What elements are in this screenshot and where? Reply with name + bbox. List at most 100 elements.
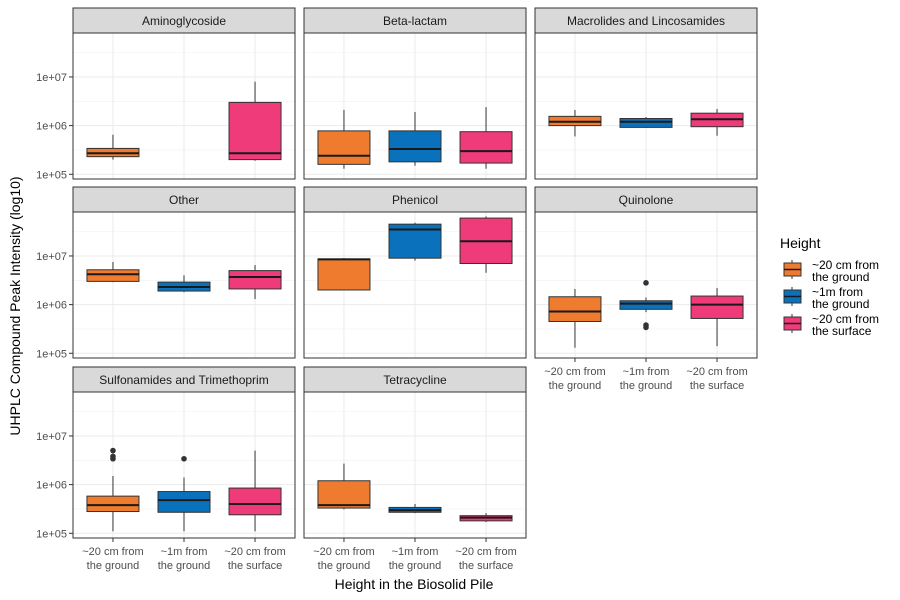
box-iqr	[157, 491, 211, 513]
box-iqr	[317, 480, 371, 509]
box-iqr	[228, 101, 282, 161]
y-axis-tick-label: 1e+05	[36, 348, 67, 360]
box-iqr	[317, 258, 371, 291]
y-axis-title: UHPLC Compound Peak Intensity (log10)	[7, 176, 23, 435]
facet-strip-label: Quinolone	[619, 193, 674, 207]
box-0	[86, 447, 140, 532]
box-0	[317, 258, 371, 291]
box-iqr	[228, 487, 282, 516]
box-iqr	[86, 269, 140, 282]
facet-strip-label: Macrolides and Lincosamides	[567, 14, 725, 28]
legend-item-2: ~20 cm from the surface	[783, 312, 879, 338]
panel-border	[303, 211, 527, 359]
facet-strip	[534, 186, 758, 213]
x-axis-tick-label: ~20 cm from the ground	[544, 366, 605, 392]
facet-strip	[534, 7, 758, 34]
y-axis-tick-label: 1e+07	[36, 251, 67, 263]
facet-strip	[303, 7, 527, 34]
x-axis-tick-label: ~20 cm from the ground	[313, 546, 374, 572]
facet-strip	[303, 366, 527, 393]
y-axis-tick-label: 1e+07	[36, 72, 67, 84]
facet-panel-macrolides-and-lincosamides: Macrolides and Lincosamides	[534, 7, 758, 180]
x-axis-title: Height in the Biosolid Pile	[335, 576, 494, 592]
box-1	[619, 117, 673, 128]
box-1	[388, 222, 442, 261]
box-0	[317, 109, 371, 169]
facet-strip-label: Phenicol	[392, 193, 438, 207]
box-0	[548, 288, 602, 348]
x-axis-tick-label: ~20 cm from the surface	[686, 366, 747, 392]
y-axis-tick-label: 1e+07	[36, 431, 67, 443]
box-iqr	[619, 118, 673, 128]
box-0	[317, 463, 371, 510]
axes-layer: 1e+05 1e+06 1e+07 1e+05 1e+06 1e+07 ~20 cm fro…	[36, 72, 748, 572]
box-2	[690, 108, 744, 136]
box-2	[228, 450, 282, 532]
y-axis-tick-label: 1e+06	[36, 480, 67, 492]
x-axis-tick-label: ~20 cm from the surface	[455, 546, 516, 572]
facet-strip-label: Aminoglycoside	[142, 14, 226, 28]
box-1	[388, 112, 442, 166]
panel-border	[303, 32, 527, 180]
facet-panel-sulfonamides-and-trimethoprim: Sulfonamides and Trimethoprim	[72, 366, 296, 539]
facet-panel-quinolone: Quinolone	[534, 186, 758, 359]
facet-strip-label: Sulfonamides and Trimethoprim	[99, 373, 268, 387]
outlier-point	[110, 447, 116, 454]
legend-label: ~20 cm from the surface	[812, 312, 879, 338]
x-axis-tick-label: ~1m from the ground	[620, 366, 673, 392]
legend-label: ~1m from the ground	[812, 285, 869, 311]
box-iqr	[388, 130, 442, 163]
facet-strip	[72, 186, 296, 213]
facet-strip-label: Other	[169, 193, 199, 207]
x-axis-tick-label: ~20 cm from the surface	[224, 546, 285, 572]
y-axis-tick-label: 1e+05	[36, 528, 67, 540]
y-axis-tick-label: 1e+05	[36, 169, 67, 181]
box-iqr	[459, 131, 513, 164]
box-1	[157, 275, 211, 293]
legend-title: Height	[780, 235, 821, 251]
outlier-point	[110, 455, 116, 462]
legend: Height ~20 cm from the ground~1m from the …	[780, 235, 879, 338]
box-2	[690, 287, 744, 347]
box-1	[619, 280, 673, 331]
box-iqr	[317, 130, 371, 165]
outlier-point	[643, 280, 649, 286]
x-axis-tick-label: ~1m from the ground	[158, 546, 211, 572]
box-2	[228, 265, 282, 300]
facet-strip	[72, 366, 296, 393]
facet-strip	[72, 7, 296, 34]
y-axis-tick-label: 1e+06	[36, 300, 67, 312]
box-iqr	[619, 300, 673, 310]
facet-panel-other: Other	[72, 186, 296, 359]
box-1	[157, 455, 211, 532]
box-iqr	[548, 296, 602, 322]
box-iqr	[86, 495, 140, 513]
legend-item-0: ~20 cm from the ground	[783, 258, 879, 284]
facet-panel-aminoglycoside: Aminoglycoside	[72, 7, 296, 180]
box-2	[459, 107, 513, 169]
box-iqr	[228, 270, 282, 290]
x-axis-tick-label: ~1m from the ground	[389, 546, 442, 572]
panels-layer: Aminoglycoside Beta-lactam Macrolides and …	[72, 7, 758, 539]
box-0	[548, 109, 602, 137]
box-0	[86, 262, 140, 283]
facet-panel-beta-lactam: Beta-lactam	[303, 7, 527, 180]
box-1	[388, 503, 442, 514]
facet-strip-label: Beta-lactam	[383, 14, 447, 28]
legend-label: ~20 cm from the ground	[812, 258, 879, 284]
y-axis-tick-label: 1e+06	[36, 121, 67, 133]
box-2	[228, 81, 282, 161]
outlier-point	[181, 455, 187, 462]
box-0	[86, 134, 140, 160]
facet-panel-tetracycline: Tetracycline	[303, 366, 527, 539]
x-axis-tick-label: ~20 cm from the ground	[82, 546, 143, 572]
legend-item-1: ~1m from the ground	[783, 285, 869, 311]
panel-border	[534, 32, 758, 180]
panel-border	[72, 32, 296, 180]
facet-panel-phenicol: Phenicol	[303, 186, 527, 359]
box-2	[459, 513, 513, 523]
box-iqr	[690, 295, 744, 319]
facet-strip-label: Tetracycline	[383, 373, 447, 387]
panel-border	[72, 211, 296, 359]
